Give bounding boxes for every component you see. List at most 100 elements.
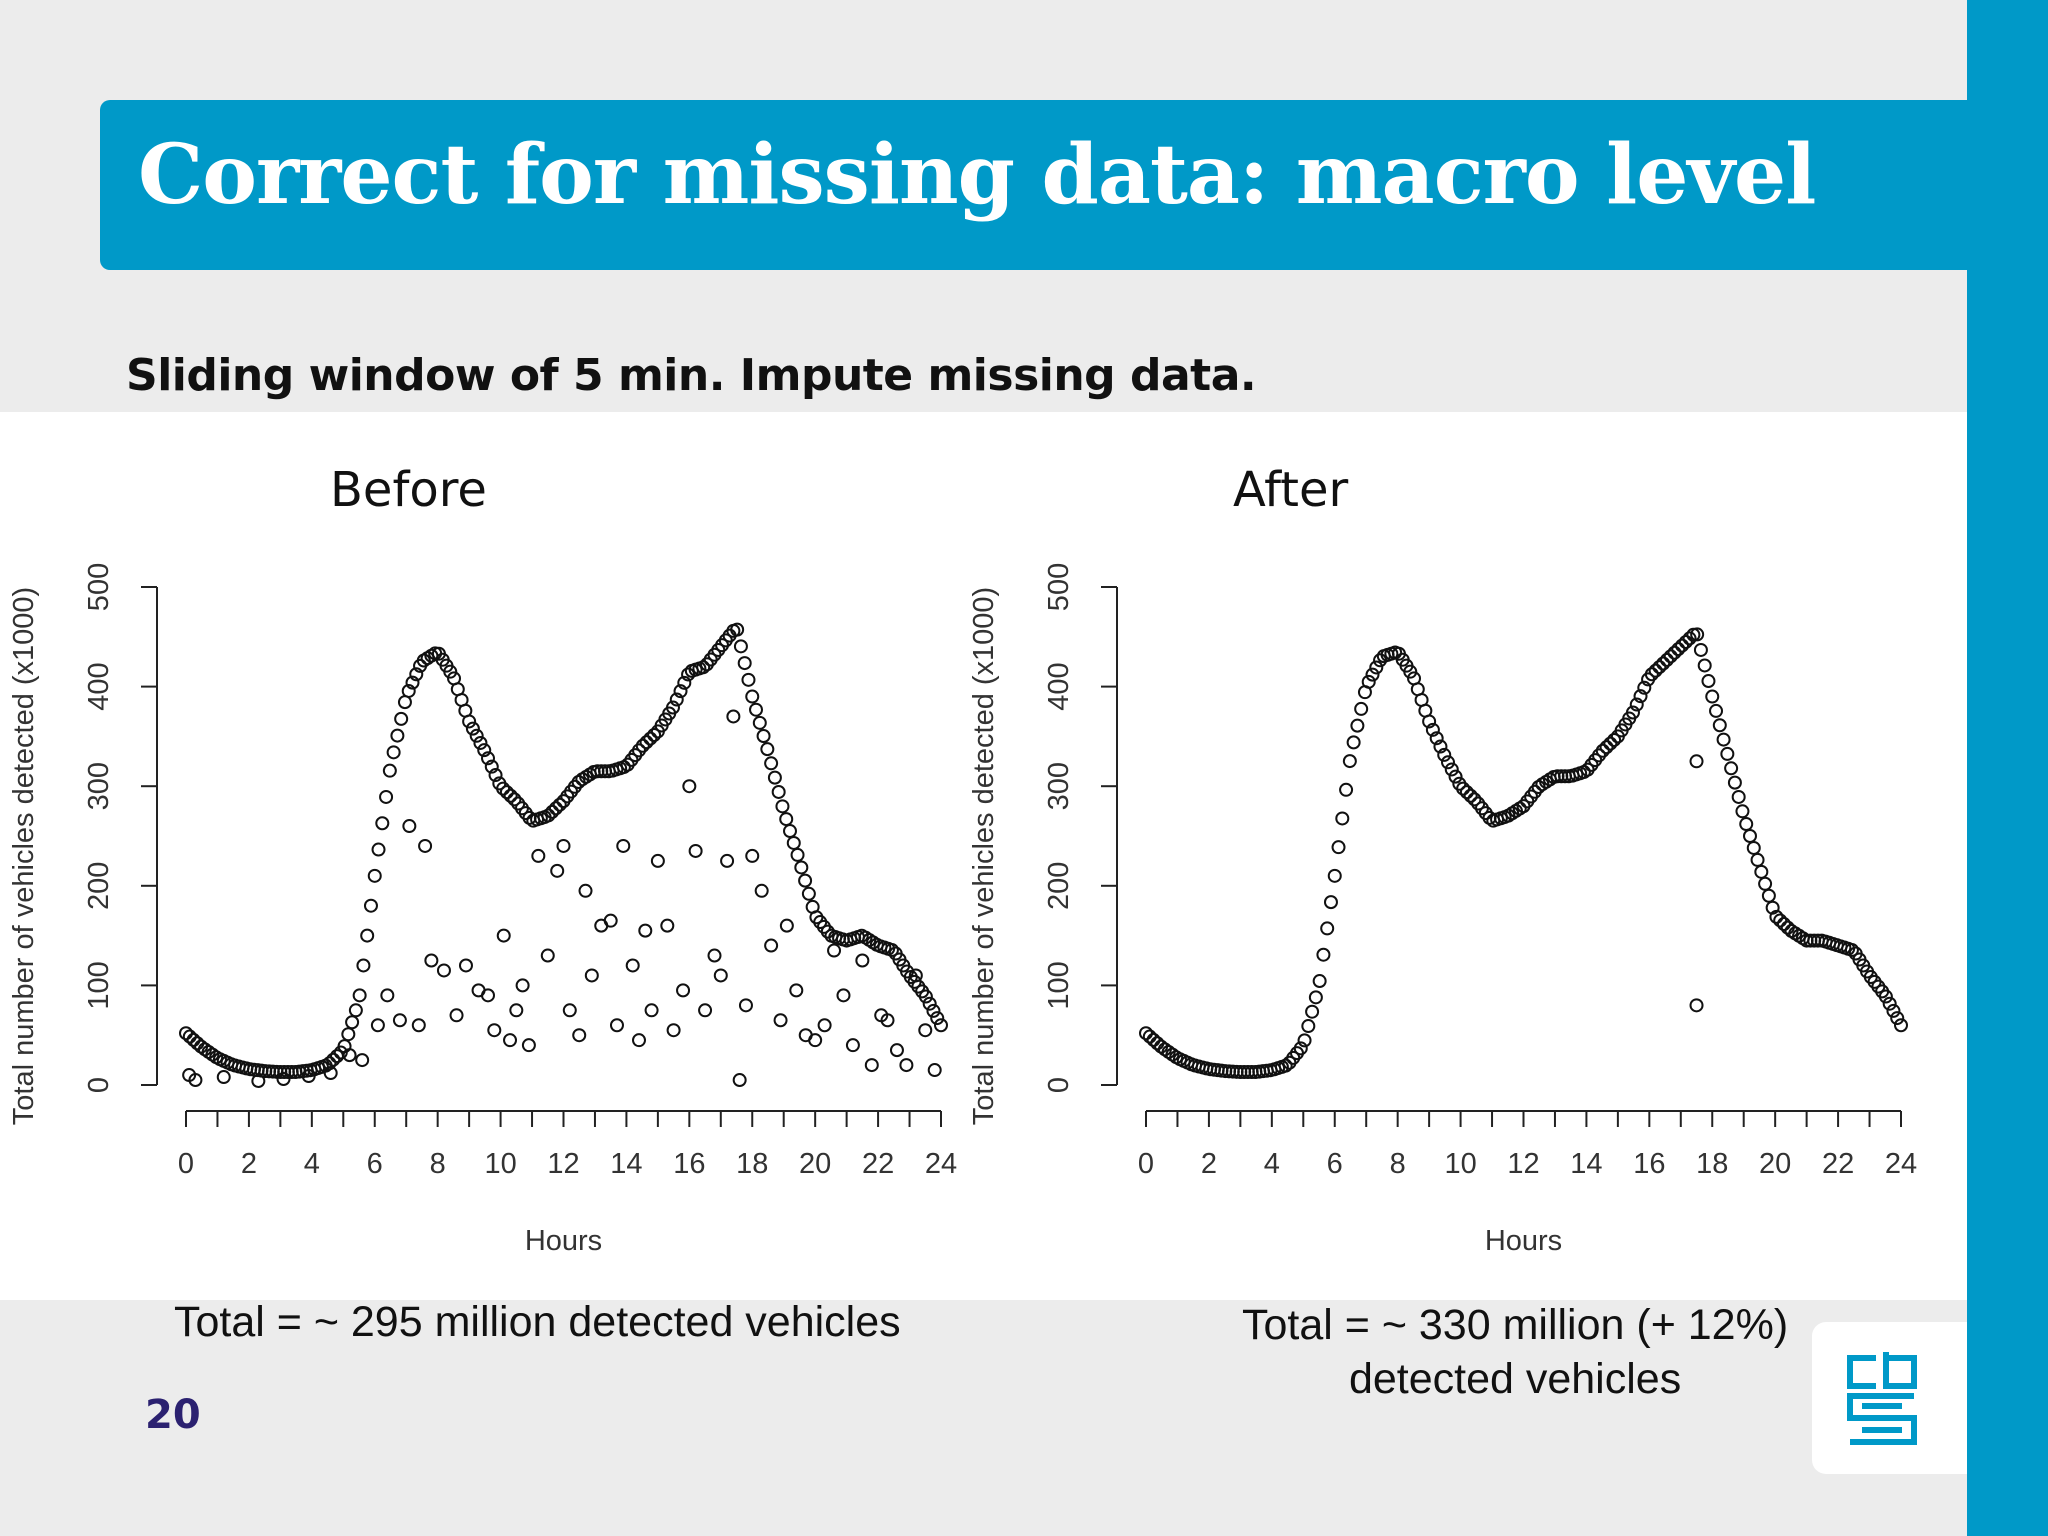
y-tick-label: 300 [83, 762, 115, 810]
data-point [1327, 868, 1342, 883]
data-point [402, 819, 417, 834]
data-point [836, 988, 851, 1003]
data-point [643, 731, 658, 746]
data-point [348, 1003, 363, 1018]
data-point [650, 853, 665, 868]
data-point [1354, 701, 1369, 716]
data-point [424, 953, 439, 968]
data-point [673, 684, 688, 699]
data-point [578, 883, 593, 898]
data-point [1769, 909, 1784, 924]
data-point [1731, 789, 1746, 804]
data-point [1293, 1041, 1308, 1056]
data-point [864, 1058, 879, 1073]
data-point [1429, 731, 1444, 746]
data-point [1595, 743, 1610, 758]
data-point [798, 873, 813, 888]
data-point [1437, 747, 1452, 762]
data-point [1652, 660, 1667, 675]
data-point [773, 1013, 788, 1028]
data-point [1682, 631, 1697, 646]
data-point [345, 1015, 360, 1030]
data-point [251, 1074, 266, 1089]
data-point [1773, 913, 1788, 928]
x-tick-label: 18 [736, 1148, 768, 1180]
data-point [698, 1003, 713, 1018]
data-point [352, 988, 367, 1003]
data-point [775, 799, 790, 814]
data-point [1459, 785, 1474, 800]
data-point [730, 622, 745, 637]
y-tick-label: 400 [1043, 662, 1075, 710]
data-point [808, 1033, 823, 1048]
data-point [794, 860, 809, 875]
data-point [855, 953, 870, 968]
x-tick-label: 18 [1696, 1148, 1728, 1180]
y-tick-label: 100 [1043, 961, 1075, 1009]
x-tick-label: 24 [925, 1148, 957, 1180]
data-point [1709, 703, 1724, 718]
data-point [926, 1003, 941, 1018]
x-tick-label: 22 [1822, 1148, 1854, 1180]
data-point [644, 1003, 659, 1018]
data-point [1603, 736, 1618, 751]
y-tick-label: 500 [83, 563, 115, 611]
data-point [465, 721, 480, 736]
data-point [669, 692, 684, 707]
y-tick-label: 200 [1043, 862, 1075, 910]
data-point [1369, 660, 1384, 675]
data-point [789, 983, 804, 998]
data-point [458, 958, 473, 973]
data-point [496, 781, 511, 796]
x-tick-label: 2 [1201, 1148, 1217, 1180]
after-chart-title: After [1233, 462, 1349, 518]
data-point [469, 728, 484, 743]
y-tick-label: 100 [83, 961, 115, 1009]
data-point [899, 1058, 914, 1073]
after-caption-line1: Total = ~ 330 million (+ 12%) [1242, 1301, 1789, 1349]
data-point [326, 1052, 341, 1067]
data-point [436, 963, 451, 978]
data-point [1467, 792, 1482, 807]
data-point [188, 1073, 203, 1088]
data-point [572, 1028, 587, 1043]
data-point [1301, 1019, 1316, 1034]
data-point [754, 883, 769, 898]
data-point [488, 768, 503, 783]
y-tick-label: 500 [1043, 563, 1075, 611]
data-point [665, 700, 680, 715]
chart-area [0, 412, 1967, 1300]
data-point [1633, 689, 1648, 704]
data-point [1346, 735, 1361, 750]
data-point [1637, 680, 1652, 695]
data-point [889, 1043, 904, 1058]
data-point [1890, 1011, 1905, 1026]
data-point [660, 918, 675, 933]
data-point [507, 792, 522, 807]
data-point [1750, 852, 1765, 867]
data-point [1599, 740, 1614, 755]
slide-title: Correct for missing data: macro level [138, 127, 1816, 223]
x-tick-label: 20 [799, 1148, 831, 1180]
data-point [341, 1027, 356, 1042]
data-point [1678, 634, 1693, 649]
data-point [1739, 817, 1754, 832]
data-point [934, 1018, 948, 1033]
data-point [556, 838, 571, 853]
after-total-caption: Total = ~ 330 million (+ 12%) detected v… [1242, 1298, 1788, 1406]
data-point [1689, 754, 1704, 769]
x-tick-label: 22 [862, 1148, 894, 1180]
y-tick-label: 0 [1043, 1077, 1075, 1093]
data-point [390, 728, 405, 743]
data-point [707, 948, 722, 963]
data-point [562, 1003, 577, 1018]
data-point [677, 675, 692, 690]
data-point [484, 759, 499, 774]
data-point [409, 667, 424, 682]
x-tick-label: 16 [1633, 1148, 1665, 1180]
data-point [487, 1023, 502, 1038]
data-point [367, 868, 382, 883]
x-tick-label: 0 [178, 1148, 194, 1180]
data-point [1629, 697, 1644, 712]
